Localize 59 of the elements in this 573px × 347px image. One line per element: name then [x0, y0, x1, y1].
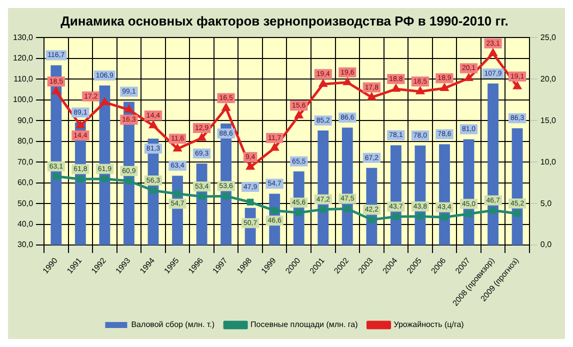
- point: [464, 74, 473, 82]
- point: [368, 93, 376, 100]
- point: [101, 175, 108, 182]
- point: [52, 173, 60, 180]
- chart-title: Динамика основных факторов зернопроизводства РФ в 1990-2010 гг.: [60, 13, 508, 28]
- point: [513, 82, 522, 90]
- y2-tick-label: 10,0: [540, 157, 557, 166]
- y-tick-label: 120,0: [12, 54, 34, 63]
- point: [222, 192, 230, 200]
- point: [489, 49, 497, 56]
- y-tick-label: 70,0: [17, 157, 34, 166]
- point: [77, 176, 84, 182]
- y-tick-label: 130,0: [12, 32, 34, 42]
- point: [270, 144, 278, 151]
- y-tick-label: 40,0: [17, 220, 34, 228]
- point: [222, 104, 230, 111]
- y-tick-label: 60,0: [17, 178, 34, 188]
- y2-tick-label: 20,0: [540, 74, 557, 84]
- point: [295, 111, 303, 118]
- point: [198, 193, 206, 200]
- point: [76, 121, 84, 128]
- point: [295, 209, 302, 216]
- legend-label: Посевные площади (млн. га): [250, 320, 358, 330]
- point: [416, 87, 424, 94]
- point: [174, 144, 182, 152]
- point: [490, 207, 496, 214]
- point: [126, 178, 132, 184]
- y-tick-label: 90,0: [17, 116, 34, 125]
- point: [174, 190, 181, 198]
- point: [344, 78, 352, 86]
- point: [416, 213, 424, 220]
- point: [514, 210, 521, 217]
- y-tick-label: 100,0: [12, 95, 34, 104]
- y-tick-label: 110,0: [14, 74, 34, 84]
- point: [440, 84, 448, 91]
- point: [344, 205, 351, 212]
- point: [320, 206, 326, 213]
- point: [198, 134, 206, 141]
- point: [441, 214, 448, 221]
- point: [392, 84, 400, 92]
- y2-tick-label: 0,0: [540, 240, 552, 250]
- point: [246, 162, 254, 170]
- point: [150, 187, 157, 194]
- y2-tick-label: 5,0: [540, 198, 552, 208]
- legend-label: Валовой сбор (млн. т.): [131, 320, 215, 330]
- y-tick-label: 80,0: [17, 136, 34, 146]
- y-tick-label: 50,0: [17, 198, 34, 208]
- y-tick-label: 30,0: [17, 240, 34, 250]
- point: [319, 80, 327, 87]
- point: [271, 207, 278, 214]
- y2-tick-label: 15,0: [540, 116, 557, 125]
- point: [149, 121, 158, 128]
- y2-tick-label: 25,0: [540, 32, 557, 42]
- point: [52, 87, 60, 94]
- point: [368, 216, 376, 224]
- legend-label: Урожайность (ц/га): [394, 320, 464, 330]
- point: [465, 210, 472, 218]
- point: [392, 213, 400, 220]
- point: [246, 198, 254, 206]
